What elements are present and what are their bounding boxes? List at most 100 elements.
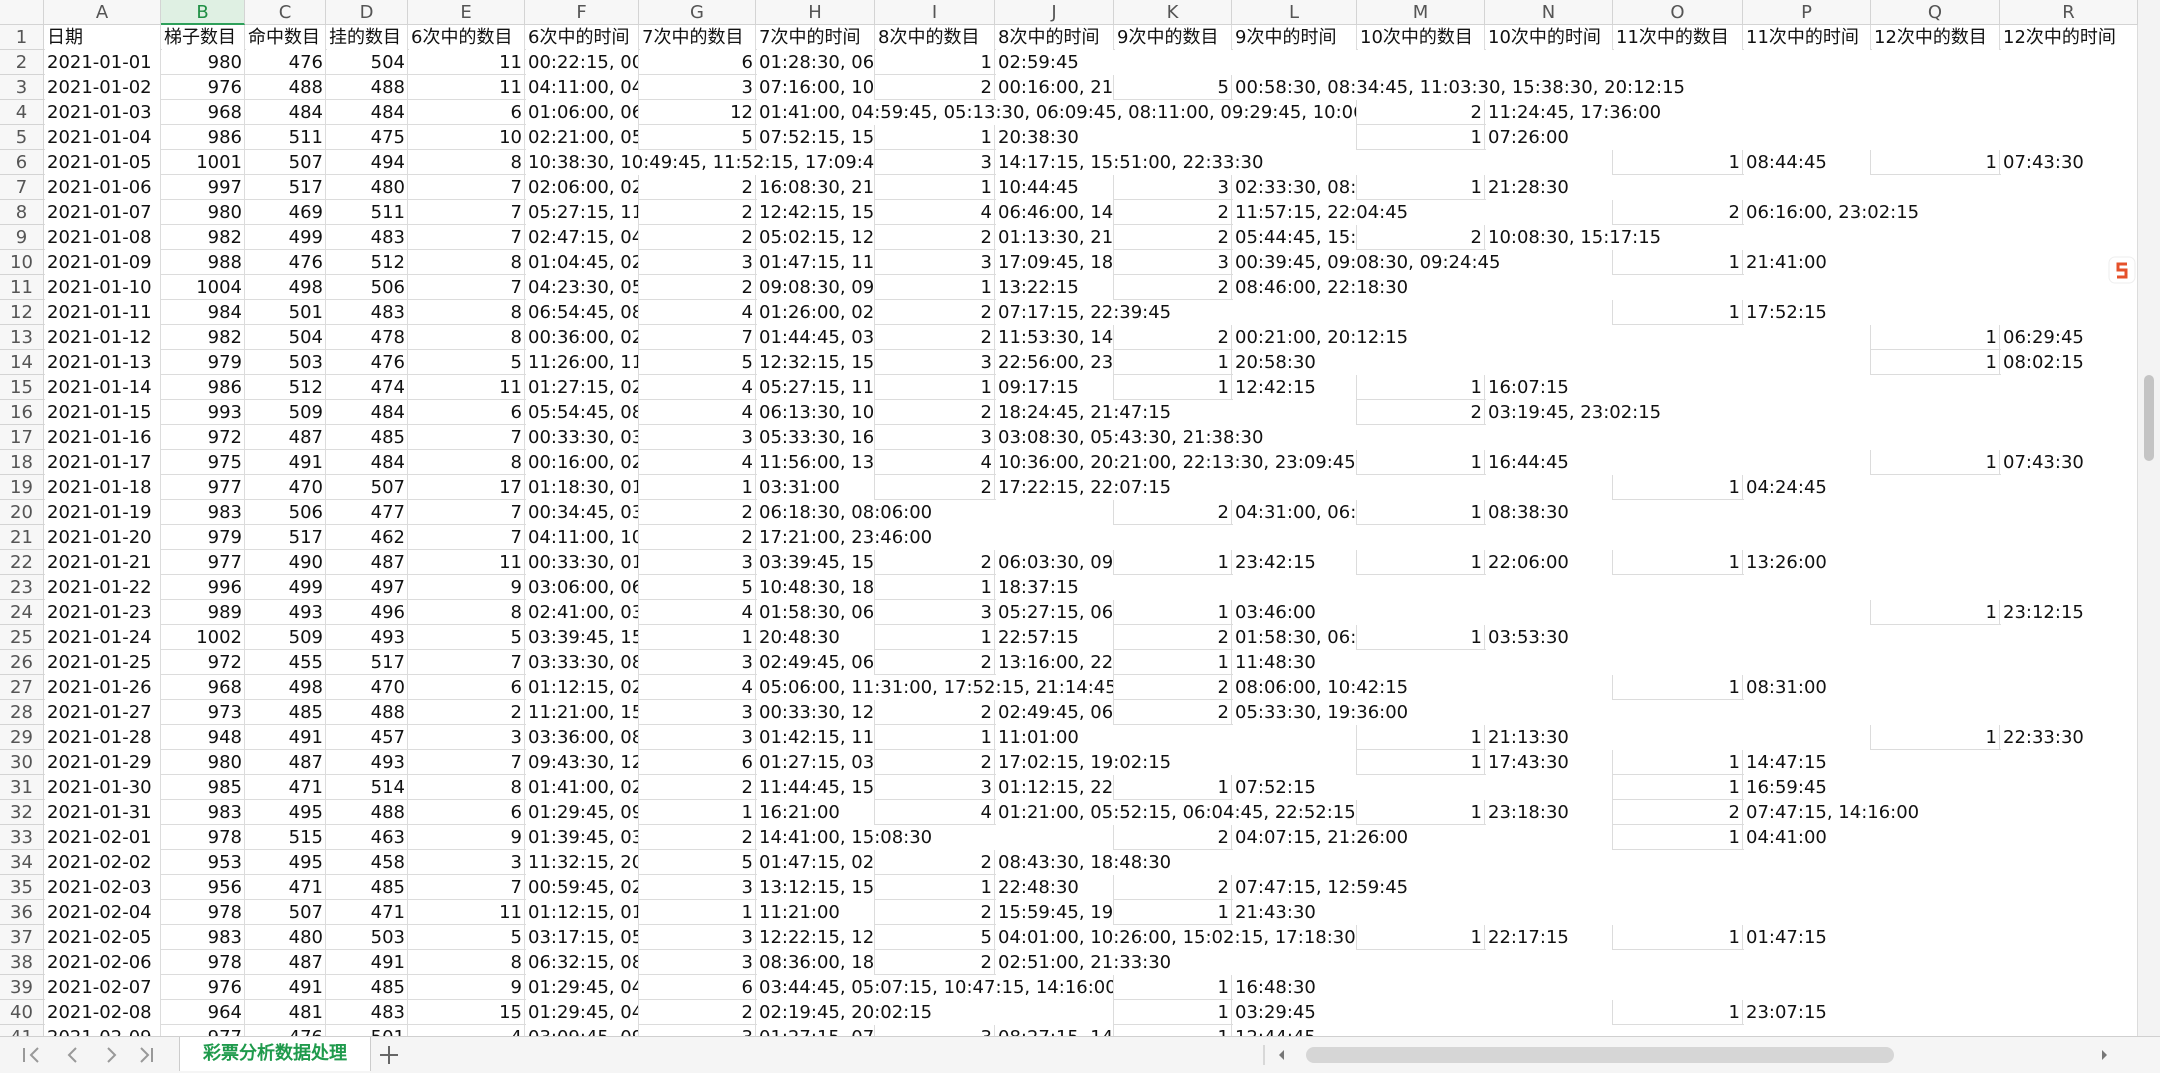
cell[interactable] xyxy=(875,875,995,900)
cell[interactable] xyxy=(326,50,408,75)
row-header[interactable]: 2 xyxy=(0,50,44,75)
cell[interactable] xyxy=(639,950,756,975)
column-header[interactable]: C xyxy=(245,0,326,25)
cell[interactable] xyxy=(1613,675,1743,700)
cell[interactable] xyxy=(408,975,525,1000)
cell[interactable] xyxy=(1357,450,1485,475)
cell[interactable] xyxy=(161,175,245,200)
row-header[interactable]: 7 xyxy=(0,175,44,200)
cell[interactable] xyxy=(161,1000,245,1025)
cell[interactable] xyxy=(408,925,525,950)
cell[interactable] xyxy=(875,775,995,800)
cell[interactable] xyxy=(875,750,995,775)
cell[interactable] xyxy=(1871,450,2000,475)
cell[interactable] xyxy=(326,650,408,675)
column-header[interactable]: M xyxy=(1357,0,1485,25)
column-header[interactable]: D xyxy=(326,0,408,25)
cell[interactable] xyxy=(245,250,326,275)
floating-icon[interactable] xyxy=(2107,255,2137,285)
cell[interactable] xyxy=(1114,75,1232,100)
column-header[interactable]: G xyxy=(639,0,756,25)
cell[interactable] xyxy=(875,325,995,350)
column-header[interactable]: E xyxy=(408,0,525,25)
cell[interactable] xyxy=(408,600,525,625)
cell[interactable] xyxy=(245,625,326,650)
cell[interactable] xyxy=(161,850,245,875)
cell[interactable] xyxy=(1114,200,1232,225)
cell[interactable] xyxy=(639,225,756,250)
row-header[interactable]: 18 xyxy=(0,450,44,475)
cell[interactable] xyxy=(408,75,525,100)
cell[interactable] xyxy=(1613,800,1743,825)
cell[interactable] xyxy=(408,1000,525,1025)
cell[interactable] xyxy=(245,275,326,300)
cell[interactable] xyxy=(245,500,326,525)
cell[interactable] xyxy=(161,325,245,350)
cell[interactable] xyxy=(245,650,326,675)
cell[interactable] xyxy=(161,225,245,250)
cell[interactable] xyxy=(639,475,756,500)
cell[interactable] xyxy=(245,800,326,825)
cell[interactable] xyxy=(639,575,756,600)
row-header[interactable]: 22 xyxy=(0,550,44,575)
row-header[interactable]: 11 xyxy=(0,275,44,300)
cell[interactable] xyxy=(245,450,326,475)
cell[interactable] xyxy=(161,725,245,750)
cell[interactable] xyxy=(1114,700,1232,725)
cell[interactable] xyxy=(1357,225,1485,250)
column-header[interactable]: B xyxy=(161,0,245,25)
sheet-tab[interactable]: 彩票分析数据处理 xyxy=(179,1037,371,1071)
cell[interactable] xyxy=(326,925,408,950)
cell[interactable] xyxy=(639,675,756,700)
row-header[interactable]: 37 xyxy=(0,925,44,950)
cell[interactable] xyxy=(1114,350,1232,375)
cell[interactable] xyxy=(245,125,326,150)
cell[interactable] xyxy=(639,975,756,1000)
cell[interactable] xyxy=(875,700,995,725)
cell[interactable] xyxy=(245,675,326,700)
column-header[interactable]: K xyxy=(1114,0,1232,25)
cell[interactable] xyxy=(639,725,756,750)
cell[interactable] xyxy=(245,475,326,500)
cell[interactable] xyxy=(875,300,995,325)
cell[interactable] xyxy=(639,850,756,875)
cell[interactable] xyxy=(326,175,408,200)
row-header[interactable]: 4 xyxy=(0,100,44,125)
cell[interactable] xyxy=(1114,175,1232,200)
cell[interactable] xyxy=(161,100,245,125)
cell[interactable] xyxy=(326,950,408,975)
cell[interactable] xyxy=(245,175,326,200)
cell[interactable] xyxy=(639,350,756,375)
row-header[interactable]: 16 xyxy=(0,400,44,425)
cell[interactable] xyxy=(1114,375,1232,400)
cell[interactable] xyxy=(408,675,525,700)
cell[interactable] xyxy=(245,1000,326,1025)
row-header[interactable]: 31 xyxy=(0,775,44,800)
row-header[interactable]: 13 xyxy=(0,325,44,350)
row-header[interactable]: 29 xyxy=(0,725,44,750)
cell[interactable] xyxy=(326,850,408,875)
cell[interactable] xyxy=(245,225,326,250)
cell[interactable] xyxy=(245,50,326,75)
cell[interactable] xyxy=(408,325,525,350)
row-header[interactable]: 19 xyxy=(0,475,44,500)
cell[interactable] xyxy=(408,425,525,450)
cell[interactable] xyxy=(326,100,408,125)
cell[interactable] xyxy=(1613,1000,1743,1025)
cell[interactable] xyxy=(408,900,525,925)
cell[interactable] xyxy=(1114,550,1232,575)
cell[interactable] xyxy=(639,450,756,475)
cell[interactable] xyxy=(1871,150,2000,175)
cell[interactable] xyxy=(1357,725,1485,750)
column-header[interactable]: L xyxy=(1232,0,1357,25)
cell[interactable] xyxy=(408,750,525,775)
cell[interactable] xyxy=(326,675,408,700)
cell[interactable] xyxy=(1114,275,1232,300)
cell[interactable] xyxy=(326,625,408,650)
column-header[interactable]: P xyxy=(1743,0,1871,25)
cell[interactable] xyxy=(639,275,756,300)
column-header[interactable]: N xyxy=(1485,0,1613,25)
cell[interactable] xyxy=(639,625,756,650)
cell[interactable] xyxy=(408,700,525,725)
cell[interactable] xyxy=(161,575,245,600)
